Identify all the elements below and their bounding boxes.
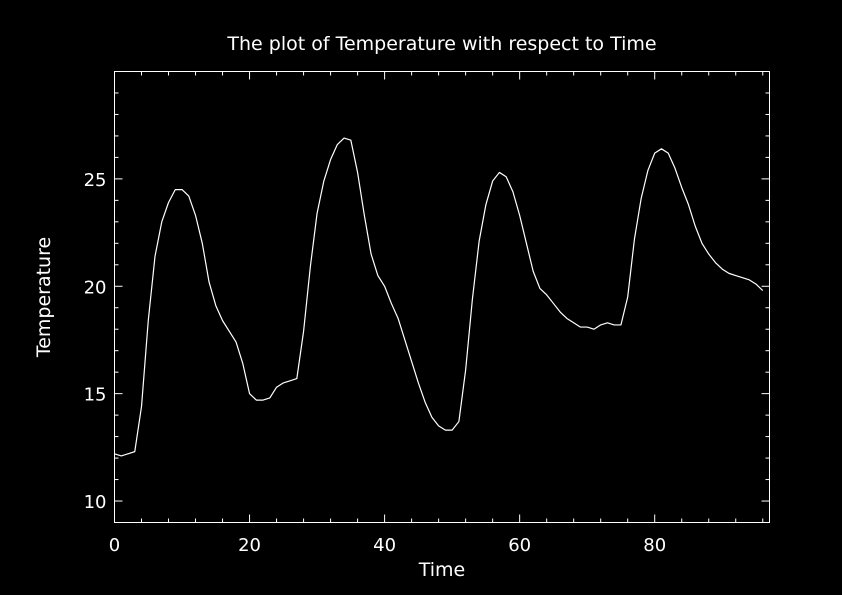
x-tick-label: 0: [109, 535, 120, 556]
y-tick-label: 20: [84, 277, 107, 298]
x-tick-label: 60: [508, 535, 531, 556]
axis-tick-labels: 0 20 40 60 80 10 15 20 25: [84, 170, 667, 556]
x-tick-label: 80: [643, 535, 666, 556]
y-tick-label: 25: [84, 170, 107, 191]
axis-ticks: [114, 71, 770, 523]
x-tick-label: 40: [373, 535, 396, 556]
x-axis-label: Time: [418, 559, 466, 581]
plot-frame: [114, 71, 770, 523]
y-tick-label: 15: [84, 385, 107, 406]
series-line: [114, 137, 764, 457]
y-axis-label: Temperature: [33, 237, 55, 358]
chart-title: The plot of Temperature with respect to …: [226, 33, 656, 55]
y-tick-label: 10: [84, 492, 107, 513]
x-tick-label: 20: [238, 535, 261, 556]
